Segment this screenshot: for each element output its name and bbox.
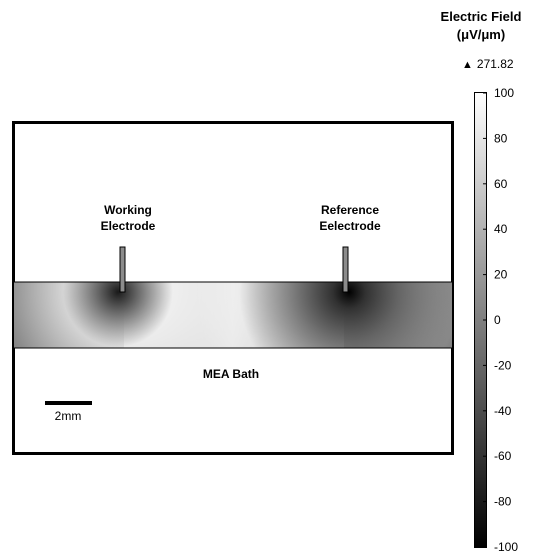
colorbar-tick-label: 80 — [494, 131, 508, 145]
colorbar-title: Electric Field (μV/μm) — [420, 8, 542, 44]
colorbar-max-readout: ▲ 271.82 — [462, 57, 514, 72]
colorbar-tick-label: -80 — [494, 495, 512, 509]
colorbar-tick-label: 60 — [494, 177, 508, 191]
colorbar-title-line2: (μV/μm) — [456, 27, 506, 42]
reference-electrode-label-line2: Eelectrode — [319, 219, 381, 233]
colorbar-tick-label: 0 — [494, 313, 501, 327]
triangle-up-icon: ▲ — [462, 59, 473, 71]
working-electrode-label-line2: Electrode — [101, 219, 156, 233]
working-electrode — [119, 246, 126, 293]
colorbar-tick-label: 20 — [494, 268, 508, 282]
reference-electrode — [342, 246, 349, 293]
colorbar-tick-label: -20 — [494, 358, 512, 372]
colorbar-tick-label: -100 — [494, 540, 518, 554]
colorbar-max-value: 271.82 — [476, 57, 514, 71]
colorbar-tick-label: -60 — [494, 449, 512, 463]
colorbar-tick-label: 40 — [494, 222, 508, 236]
field-band — [14, 282, 452, 348]
colorbar-tick-label: -40 — [494, 404, 512, 418]
scale-bar — [45, 401, 92, 405]
scale-bar-label: 2mm — [55, 409, 82, 423]
colorbar-ticks: 100 80 60 40 20 0 -20 -40 -60 -80 -100 — [483, 86, 518, 554]
colorbar-tick-label: 100 — [494, 86, 514, 100]
colorbar-title-line1: Electric Field — [440, 9, 522, 24]
bath-label: MEA Bath — [203, 367, 259, 381]
reference-electrode-label-line1: Reference — [321, 203, 379, 217]
working-electrode-label-line1: Working — [104, 203, 152, 217]
